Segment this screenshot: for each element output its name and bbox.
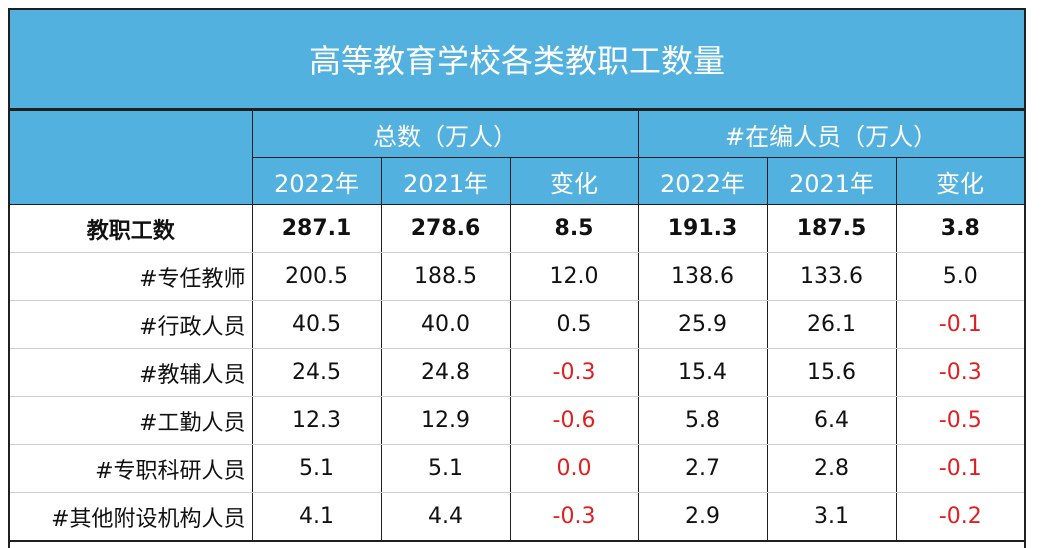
value-cell: 12.0 bbox=[510, 252, 639, 301]
value-cell: 12.9 bbox=[381, 396, 511, 445]
value-cell: 5.8 bbox=[638, 396, 768, 445]
value-cell: 287.1 bbox=[252, 204, 382, 253]
value-cell: 4.4 bbox=[381, 492, 511, 541]
row-label: #工勤人员 bbox=[10, 396, 253, 445]
value-cell: 40.5 bbox=[252, 300, 382, 349]
group-header-staffed: #在编人员（万人） bbox=[637, 110, 1025, 158]
row-label: #专任教师 bbox=[10, 252, 253, 301]
table-title: 高等教育学校各类教职工数量 bbox=[10, 10, 1024, 110]
row-label: 教职工数 bbox=[10, 204, 253, 253]
col-header-change: 变化 bbox=[509, 157, 639, 205]
value-cell: 26.1 bbox=[767, 300, 897, 349]
value-cell: 200.5 bbox=[252, 252, 382, 301]
corner-cell bbox=[10, 110, 253, 205]
value-cell: -0.3 bbox=[510, 348, 639, 397]
value-cell: 138.6 bbox=[638, 252, 768, 301]
value-cell: 191.3 bbox=[638, 204, 768, 253]
value-cell: 0.5 bbox=[510, 300, 639, 349]
col-header-2022: 2022年 bbox=[637, 157, 768, 205]
value-cell: 15.6 bbox=[767, 348, 897, 397]
group-header-total: 总数（万人） bbox=[251, 110, 639, 158]
value-cell: 133.6 bbox=[767, 252, 897, 301]
row-label: #专职科研人员 bbox=[10, 444, 253, 493]
value-cell: 2.9 bbox=[638, 492, 768, 541]
value-cell: 25.9 bbox=[638, 300, 768, 349]
value-cell: -0.1 bbox=[896, 444, 1025, 493]
value-cell: 0.0 bbox=[510, 444, 639, 493]
value-cell: 3.1 bbox=[767, 492, 897, 541]
value-cell: 188.5 bbox=[381, 252, 511, 301]
table-row: #专职科研人员 5.1 5.1 0.0 2.7 2.8 -0.1 bbox=[10, 444, 1025, 493]
col-header-2021: 2021年 bbox=[380, 157, 511, 205]
value-cell: -0.6 bbox=[510, 396, 639, 445]
value-cell: 3.8 bbox=[896, 204, 1025, 253]
value-cell: 15.4 bbox=[638, 348, 768, 397]
value-cell: 2.7 bbox=[638, 444, 768, 493]
row-label: #教辅人员 bbox=[10, 348, 253, 397]
staff-table: 总数（万人） #在编人员（万人） 2022年 2021年 变化 2022年 20… bbox=[10, 110, 1025, 541]
value-cell: 24.5 bbox=[252, 348, 382, 397]
value-cell: 40.0 bbox=[381, 300, 511, 349]
row-label: #行政人员 bbox=[10, 300, 253, 349]
bottom-border bbox=[10, 540, 1024, 542]
value-cell: 187.5 bbox=[767, 204, 897, 253]
value-cell: 4.1 bbox=[252, 492, 382, 541]
table-row: #专任教师 200.5 188.5 12.0 138.6 133.6 5.0 bbox=[10, 252, 1025, 301]
value-cell: 24.8 bbox=[381, 348, 511, 397]
value-cell: -0.3 bbox=[510, 492, 639, 541]
table-frame: 高等教育学校各类教职工数量 总数（万人） #在编人员（万人） 2022年 202… bbox=[8, 8, 1026, 548]
col-header-2022: 2022年 bbox=[251, 157, 382, 205]
table-row: #其他附设机构人员 4.1 4.4 -0.3 2.9 3.1 -0.2 bbox=[10, 492, 1025, 541]
value-cell: 2.8 bbox=[767, 444, 897, 493]
value-cell: 6.4 bbox=[767, 396, 897, 445]
value-cell: -0.5 bbox=[896, 396, 1025, 445]
value-cell: -0.2 bbox=[896, 492, 1025, 541]
value-cell: 278.6 bbox=[381, 204, 511, 253]
value-cell: 5.0 bbox=[896, 252, 1025, 301]
value-cell: 12.3 bbox=[252, 396, 382, 445]
value-cell: -0.1 bbox=[896, 300, 1025, 349]
value-cell: -0.3 bbox=[896, 348, 1025, 397]
col-header-change: 变化 bbox=[895, 157, 1025, 205]
value-cell: 5.1 bbox=[381, 444, 511, 493]
value-cell: 5.1 bbox=[252, 444, 382, 493]
table-row: #教辅人员 24.5 24.8 -0.3 15.4 15.6 -0.3 bbox=[10, 348, 1025, 397]
row-label: #其他附设机构人员 bbox=[10, 492, 253, 541]
col-header-2021: 2021年 bbox=[766, 157, 897, 205]
value-cell: 8.5 bbox=[510, 204, 639, 253]
table-row: 教职工数 287.1 278.6 8.5 191.3 187.5 3.8 bbox=[10, 204, 1025, 253]
table-row: #行政人员 40.5 40.0 0.5 25.9 26.1 -0.1 bbox=[10, 300, 1025, 349]
table-row: #工勤人员 12.3 12.9 -0.6 5.8 6.4 -0.5 bbox=[10, 396, 1025, 445]
